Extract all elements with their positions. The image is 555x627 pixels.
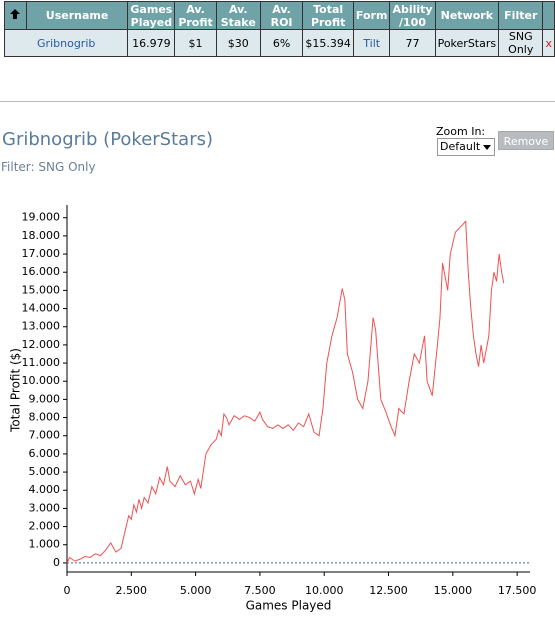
header-row: Username Games Played Av. Profit Av. Sta… bbox=[4, 1, 555, 30]
sort-icon[interactable] bbox=[4, 1, 27, 30]
cell: 77 bbox=[389, 29, 436, 57]
zoom-label: Zoom In: bbox=[436, 125, 486, 138]
header-cell[interactable]: Games Played bbox=[127, 1, 176, 30]
y-tick-label: 4.000 bbox=[29, 483, 61, 496]
y-tick-label: 1.000 bbox=[29, 538, 61, 551]
header-cell[interactable]: Filter bbox=[498, 1, 544, 30]
cell: PokerStars bbox=[434, 29, 500, 57]
x-tick-label: 0 bbox=[64, 584, 71, 597]
data-row: Gribnogrib 16.979 $1 $30 6% $15.394 Tilt… bbox=[3, 29, 555, 57]
x-tick-label: 2.500 bbox=[116, 584, 148, 597]
y-tick-label: 13.000 bbox=[22, 320, 61, 333]
y-tick-label: 0 bbox=[53, 556, 60, 569]
y-tick-label: 6.000 bbox=[29, 447, 61, 460]
chart: 0 1.000 2.000 3.000 4.000 5.000 6.000 7.000 8.00… bbox=[9, 205, 537, 613]
x-tick-label: 15.000 bbox=[434, 584, 473, 597]
y-tick-label: 5.000 bbox=[29, 465, 61, 478]
cell: $1 bbox=[174, 29, 217, 57]
results-table: Username Games Played Av. Profit Av. Sta… bbox=[3, 1, 555, 57]
y-tick-label: 2.000 bbox=[29, 520, 61, 533]
x-axis-label: Games Played bbox=[246, 599, 332, 613]
y-tick-label: 11.000 bbox=[22, 356, 61, 369]
y-tick-label: 19.000 bbox=[22, 211, 61, 224]
remove-row[interactable]: x bbox=[542, 29, 555, 57]
header-cell[interactable]: Form bbox=[352, 1, 391, 30]
cell: $30 bbox=[215, 29, 261, 57]
chart-title: Gribnogrib (PokerStars) bbox=[2, 129, 213, 150]
y-tick-label: 9.000 bbox=[29, 392, 61, 405]
y-tick-label: 18.000 bbox=[22, 229, 61, 242]
y-tick-label: 12.000 bbox=[22, 338, 61, 351]
x-tick-label: 12.500 bbox=[369, 584, 408, 597]
y-tick-label: 15.000 bbox=[22, 283, 61, 296]
up-arrow bbox=[10, 9, 21, 19]
header-cell[interactable]: Network bbox=[434, 1, 500, 30]
header-cell[interactable]: Total Profit bbox=[302, 1, 354, 30]
x-tick-label: 10.000 bbox=[305, 584, 344, 597]
y-tick-label: 7.000 bbox=[29, 429, 61, 442]
header-cell[interactable]: Av. Profit bbox=[174, 1, 217, 30]
y-tick-label: 3.000 bbox=[29, 501, 61, 514]
y-tick-label: 14.000 bbox=[22, 302, 61, 315]
x-tick-label: 5.000 bbox=[180, 584, 212, 597]
header-cell[interactable]: Username bbox=[25, 1, 129, 30]
header-cell[interactable]: Av. Stake bbox=[215, 1, 261, 30]
remove-button[interactable]: Remove bbox=[498, 131, 554, 150]
username[interactable]: Gribnogrib bbox=[3, 29, 129, 57]
y-tick-label: 8.000 bbox=[29, 411, 61, 424]
y-tick-label: 17.000 bbox=[22, 247, 61, 260]
chart-subtitle: Filter: SNG Only bbox=[1, 160, 96, 174]
header-cell[interactable]: Ability /100 bbox=[389, 1, 436, 30]
cell: 6% bbox=[259, 29, 304, 57]
cell: 16.979 bbox=[127, 29, 176, 57]
form-link[interactable]: Tilt bbox=[352, 29, 391, 57]
y-tick-label: 16.000 bbox=[22, 265, 61, 278]
x-tick-label: 7.500 bbox=[244, 584, 276, 597]
zoom-value: Default bbox=[440, 140, 481, 153]
y-axis-label: Total Profit ($) bbox=[9, 348, 23, 433]
cell: $15.394 bbox=[302, 29, 354, 57]
x-tick-label: 17.500 bbox=[498, 584, 537, 597]
zoom-select[interactable]: Default bbox=[437, 138, 495, 156]
header-cell bbox=[542, 1, 555, 30]
profit-line bbox=[66, 220, 505, 564]
header-cell[interactable]: Av. ROI bbox=[259, 1, 304, 30]
separator bbox=[0, 101, 555, 102]
y-tick-label: 10.000 bbox=[22, 374, 61, 387]
cell: SNG Only bbox=[498, 29, 544, 57]
